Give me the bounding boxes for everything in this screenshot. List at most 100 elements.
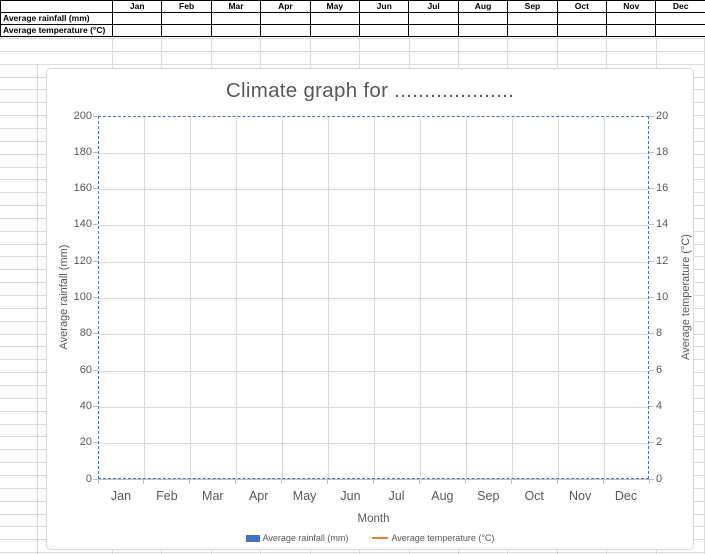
table-cell[interactable] bbox=[457, 12, 509, 25]
x-axis-category-label: Oct bbox=[524, 489, 544, 503]
x-axis-tick bbox=[189, 480, 191, 484]
right-axis-tick-label: 6 bbox=[656, 363, 663, 376]
month-header-jul: Jul bbox=[408, 0, 459, 13]
left-axis-tick-label: 80 bbox=[79, 327, 92, 340]
right-axis-tick-label: 8 bbox=[656, 327, 663, 340]
gridline bbox=[99, 443, 648, 445]
left-axis-tick-label: 160 bbox=[73, 182, 92, 195]
right-axis-tick bbox=[649, 297, 654, 298]
table-cell[interactable] bbox=[507, 24, 558, 37]
left-axis-tick-label: 20 bbox=[79, 436, 92, 449]
gridline bbox=[99, 261, 648, 263]
left-axis-tick-label: 120 bbox=[73, 254, 92, 267]
sheet-gridline bbox=[0, 50, 705, 52]
right-axis-tick-label: 10 bbox=[656, 291, 669, 303]
sheet-gridline bbox=[0, 552, 705, 553]
x-axis-category-label: Jul bbox=[388, 489, 405, 503]
x-axis-category-label: Feb bbox=[156, 489, 178, 503]
month-header-oct: Oct bbox=[556, 0, 608, 13]
left-axis-tick-label: 100 bbox=[73, 291, 92, 303]
x-axis-category-label: Aug bbox=[431, 489, 454, 503]
table-cell[interactable] bbox=[655, 24, 705, 37]
table-cell[interactable] bbox=[161, 24, 212, 37]
left-axis-tick-label: 140 bbox=[73, 218, 92, 231]
gridline bbox=[99, 225, 648, 227]
gridline bbox=[99, 406, 648, 408]
table-corner-cell[interactable] bbox=[0, 0, 113, 13]
sheet-gridline bbox=[0, 63, 705, 65]
gridline bbox=[603, 117, 605, 478]
x-axis-tick bbox=[464, 480, 466, 484]
x-axis-tick bbox=[235, 480, 237, 484]
table-cell[interactable] bbox=[210, 24, 262, 37]
gridline bbox=[236, 117, 238, 478]
gridline bbox=[374, 117, 375, 478]
table-cell[interactable] bbox=[309, 24, 361, 37]
x-axis-tick bbox=[602, 480, 604, 484]
table-header-row: Jan Feb Mar Apr May Jun Jul Aug Sep Oct Nov Dec bbox=[0, 0, 705, 13]
right-axis-tick-label: 4 bbox=[656, 399, 663, 412]
month-header-feb: Feb bbox=[161, 0, 212, 13]
left-axis-tick bbox=[93, 442, 98, 444]
table-cell[interactable] bbox=[556, 12, 608, 25]
x-axis-tick bbox=[373, 480, 374, 484]
row-label: Average rainfall (mm) bbox=[0, 12, 113, 25]
left-axis-tick bbox=[93, 405, 98, 407]
right-axis-tick bbox=[649, 188, 654, 190]
x-axis-tick bbox=[327, 480, 329, 484]
x-axis-category-label: Jun bbox=[340, 489, 361, 503]
table-cell[interactable] bbox=[408, 12, 459, 25]
table-cell[interactable] bbox=[655, 12, 705, 25]
x-axis-tick bbox=[510, 480, 512, 484]
month-header-apr: Apr bbox=[260, 0, 311, 13]
legend-line-swatch bbox=[372, 537, 389, 539]
right-axis-tick-label: 20 bbox=[656, 109, 669, 122]
climate-chart-object[interactable]: Climate graph for .................... A… bbox=[46, 68, 694, 550]
gridline bbox=[190, 117, 192, 478]
right-axis-tick bbox=[649, 369, 654, 371]
x-axis-title: Month bbox=[357, 513, 390, 525]
x-axis-category-label: Jan bbox=[110, 489, 132, 503]
table-cell[interactable] bbox=[260, 24, 311, 37]
x-axis-category-label: Mar bbox=[202, 489, 224, 503]
right-axis-tick bbox=[649, 151, 654, 153]
month-header-dec: Dec bbox=[655, 0, 705, 13]
table-cell[interactable] bbox=[111, 12, 163, 25]
table-cell[interactable] bbox=[606, 24, 657, 37]
table-cell[interactable] bbox=[210, 12, 262, 25]
x-axis-category-label: Nov bbox=[568, 489, 592, 503]
table-cell[interactable] bbox=[408, 24, 459, 37]
table-cell[interactable] bbox=[507, 12, 558, 25]
month-header-may: May bbox=[309, 0, 361, 13]
table-cell[interactable] bbox=[606, 12, 657, 25]
gridline bbox=[99, 189, 648, 191]
table-cell[interactable] bbox=[359, 24, 410, 37]
left-axis-tick-label: 180 bbox=[73, 145, 92, 158]
month-header-jun: Jun bbox=[359, 0, 410, 13]
table-row: Average rainfall (mm) bbox=[0, 12, 705, 25]
table-cell[interactable] bbox=[260, 12, 311, 25]
table-cell[interactable] bbox=[111, 24, 163, 37]
row-label: Average temperature (°C) bbox=[0, 24, 113, 37]
gridline bbox=[99, 334, 648, 336]
gridline bbox=[99, 370, 648, 372]
x-axis-tick bbox=[648, 480, 650, 484]
left-axis-tick-label: 0 bbox=[85, 472, 92, 485]
table-cell[interactable] bbox=[556, 24, 608, 37]
table-cell[interactable] bbox=[457, 24, 509, 37]
x-axis-category-label: May bbox=[292, 489, 317, 503]
table-cell[interactable] bbox=[161, 12, 212, 25]
table-cell[interactable] bbox=[309, 12, 361, 25]
right-axis-tick bbox=[649, 260, 654, 262]
plot-area bbox=[98, 116, 649, 479]
table-cell[interactable] bbox=[359, 12, 410, 25]
gridline bbox=[144, 117, 146, 478]
x-axis-tick bbox=[143, 480, 145, 484]
left-axis-tick bbox=[93, 260, 98, 262]
x-axis-tick bbox=[418, 480, 420, 484]
x-axis-category-label: Sep bbox=[477, 489, 500, 503]
gridline bbox=[328, 117, 330, 478]
gridline bbox=[511, 117, 513, 478]
left-axis-tick bbox=[93, 188, 98, 190]
legend-label: Average temperature (°C) bbox=[391, 533, 495, 543]
